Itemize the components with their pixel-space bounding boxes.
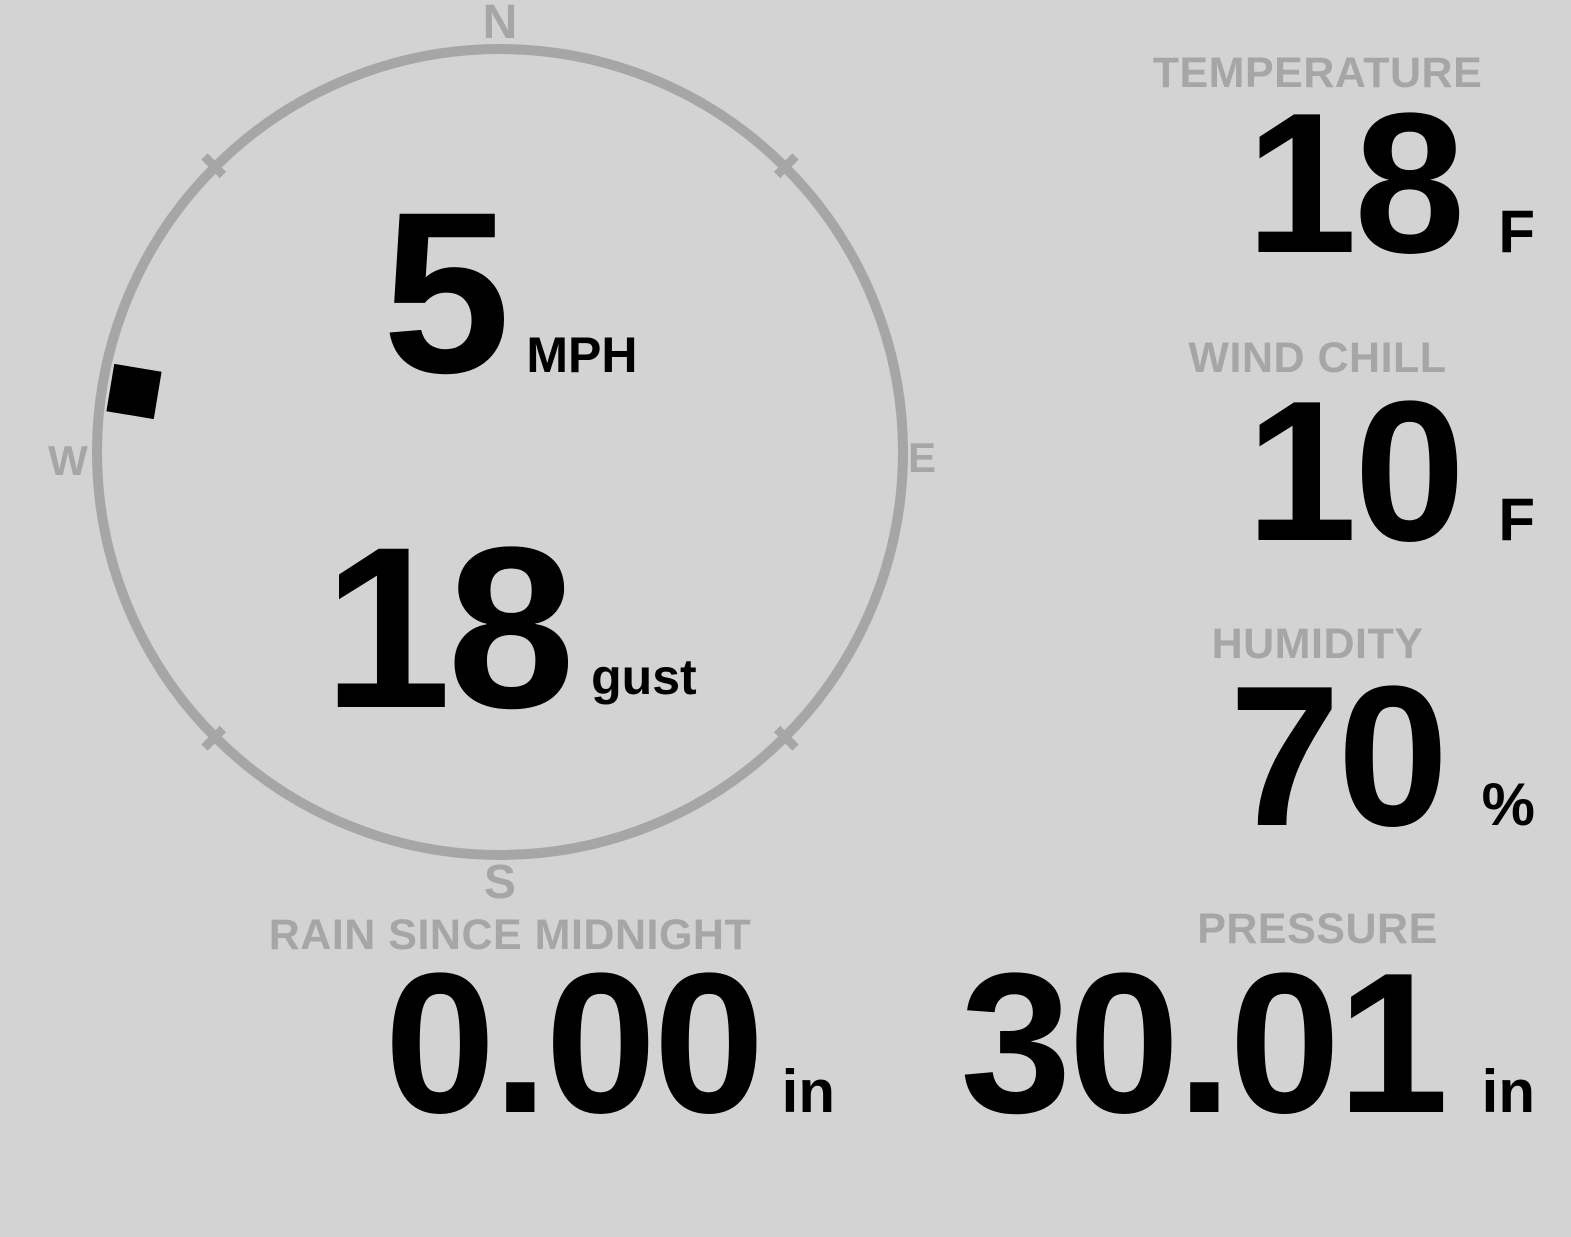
temperature-unit: F [1498,198,1535,265]
wind-speed-row: 5 MPH [10,178,1010,408]
rain-value-row: 0.00 in [185,944,835,1144]
humidity-unit: % [1481,771,1535,838]
humidity-label: HUMIDITY [1211,620,1424,668]
wind-speed-unit: MPH [526,327,638,383]
rain-unit: in [781,1058,835,1125]
cardinal-south: S [483,856,516,909]
wind-gust-row: 18 gust [10,513,1010,743]
temperature-label: TEMPERATURE [1152,49,1483,97]
humidity-value-row: 70 % [1100,657,1535,857]
wind-chill-unit: F [1498,486,1535,553]
wind-chill-label: WIND CHILL [1188,334,1447,382]
rain-value: 0.00 [384,932,764,1155]
cardinal-east: E [907,434,936,481]
cardinal-north: N [482,0,518,49]
humidity-value: 70 [1229,645,1448,868]
pressure-label: PRESSURE [1197,905,1438,953]
wind-chill-value: 10 [1245,360,1465,583]
wind-compass [92,44,908,860]
temperature-value-row: 18 F [1100,84,1535,284]
wind-direction-marker [106,363,162,420]
wind-chill-value-row: 10 F [1100,372,1535,572]
pressure-value-row: 30.01 in [960,944,1535,1144]
compass-ticks [201,153,799,751]
cardinal-west: W [48,437,88,484]
compass-ring [92,44,908,860]
wind-gust-value: 18 [323,499,575,756]
wind-gust-unit: gust [591,649,697,705]
temperature-value: 18 [1245,72,1465,295]
wind-speed-value: 5 [382,164,510,421]
rain-label: RAIN SINCE MIDNIGHT [268,911,752,959]
pressure-value: 30.01 [960,932,1448,1155]
pressure-unit: in [1481,1058,1535,1125]
